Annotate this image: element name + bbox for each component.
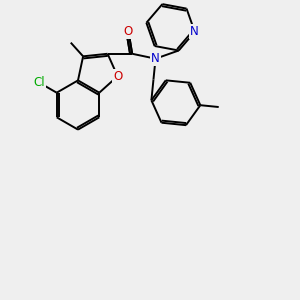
Text: Cl: Cl [33, 76, 45, 89]
Text: N: N [190, 25, 199, 38]
Text: O: O [124, 25, 133, 38]
Text: N: N [151, 52, 160, 65]
Text: O: O [113, 70, 122, 83]
